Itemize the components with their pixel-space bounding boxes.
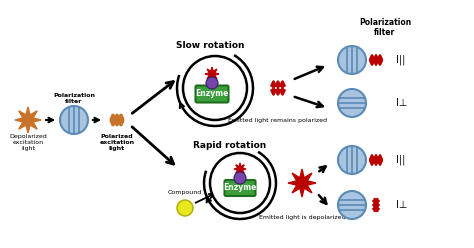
Text: Polarization
filter: Polarization filter bbox=[359, 18, 411, 37]
Text: Rapid rotation: Rapid rotation bbox=[193, 141, 266, 150]
Text: Depolarized
excitation
light: Depolarized excitation light bbox=[9, 134, 47, 151]
Polygon shape bbox=[15, 107, 41, 133]
Circle shape bbox=[338, 46, 366, 74]
Polygon shape bbox=[205, 67, 219, 81]
Text: Emitted light remains polarized: Emitted light remains polarized bbox=[228, 118, 328, 123]
Text: Enzyme: Enzyme bbox=[223, 184, 257, 192]
Circle shape bbox=[177, 200, 193, 216]
Circle shape bbox=[210, 153, 270, 213]
Circle shape bbox=[338, 191, 366, 219]
FancyBboxPatch shape bbox=[225, 180, 255, 196]
Text: Polarized
excitation
light: Polarized excitation light bbox=[100, 134, 135, 151]
Text: Slow rotation: Slow rotation bbox=[176, 41, 244, 51]
FancyBboxPatch shape bbox=[195, 86, 228, 102]
Circle shape bbox=[338, 89, 366, 117]
Circle shape bbox=[234, 172, 246, 184]
Circle shape bbox=[183, 56, 247, 120]
Text: I⊥: I⊥ bbox=[396, 98, 407, 108]
Text: Compound: Compound bbox=[168, 190, 202, 195]
Circle shape bbox=[206, 77, 218, 89]
Polygon shape bbox=[234, 163, 246, 175]
Text: I⊥: I⊥ bbox=[396, 200, 407, 210]
Circle shape bbox=[338, 146, 366, 174]
Text: I||: I|| bbox=[396, 155, 405, 165]
Circle shape bbox=[60, 106, 88, 134]
Polygon shape bbox=[288, 169, 316, 197]
Text: I||: I|| bbox=[396, 55, 405, 65]
Text: Enzyme: Enzyme bbox=[195, 90, 228, 98]
Text: Emitted light is depolarized: Emitted light is depolarized bbox=[259, 215, 345, 220]
Text: Polarization
filter: Polarization filter bbox=[53, 93, 95, 104]
